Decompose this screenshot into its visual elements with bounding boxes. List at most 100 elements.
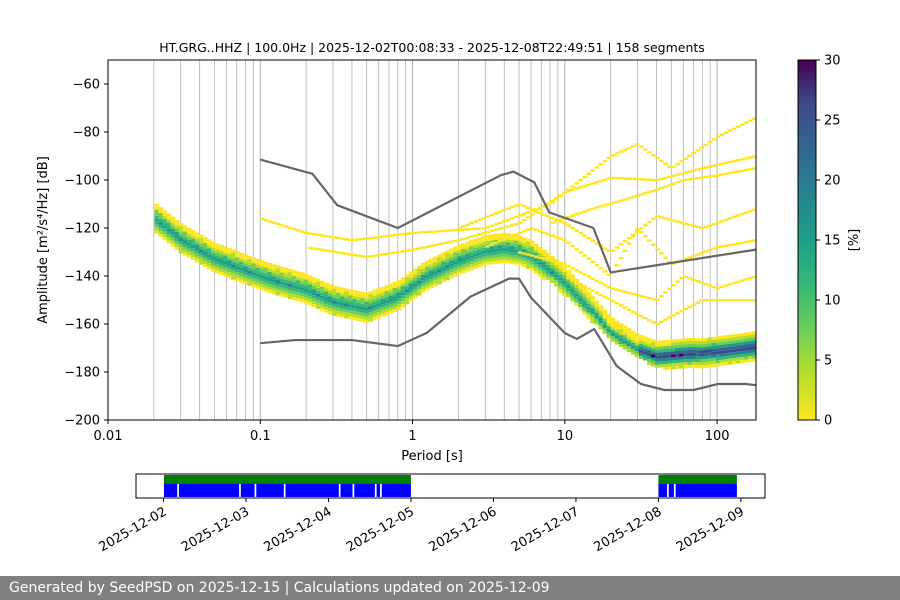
heatmap-cell — [437, 254, 442, 258]
heatmap-cell — [735, 125, 741, 128]
heatmap-cell — [497, 242, 503, 246]
heatmap-cell — [554, 260, 559, 264]
heatmap-cell — [642, 339, 648, 343]
heatmap-cell — [711, 354, 717, 358]
heatmap-cell — [509, 258, 515, 262]
heatmap-cell — [529, 227, 535, 230]
heatmap-cell — [279, 287, 285, 291]
heatmap-cell — [267, 272, 273, 275]
heatmap-cell — [590, 277, 596, 280]
heatmap-cell — [311, 301, 317, 305]
heatmap-cell — [433, 283, 438, 287]
heatmap-cell — [727, 171, 733, 175]
timeline-tick-label: 2025-12-09 — [674, 504, 747, 555]
heatmap-cell — [206, 266, 212, 270]
heatmap-cell — [376, 309, 382, 313]
heatmap-cell — [739, 169, 745, 173]
heatmap-cell — [420, 268, 426, 272]
heatmap-cell — [231, 267, 236, 271]
heatmap-cell — [271, 291, 277, 295]
heatmap-cell — [457, 247, 462, 251]
heatmap-cell — [336, 304, 341, 308]
heatmap-cell — [315, 290, 321, 294]
heatmap-cell — [445, 277, 450, 281]
heatmap-cell — [707, 284, 713, 287]
heatmap-cell — [687, 256, 693, 259]
heatmap-cell — [295, 292, 301, 296]
heatmap-cell — [570, 266, 575, 270]
heatmap-cell — [295, 271, 301, 275]
heatmap-cell — [275, 280, 281, 284]
heatmap-cell — [231, 255, 236, 259]
heatmap-cell — [461, 249, 466, 253]
heatmap-cell — [735, 360, 741, 364]
heatmap-cell — [324, 303, 329, 307]
heatmap-cell — [372, 307, 378, 311]
heatmap-cell — [408, 280, 414, 284]
heatmap-cell — [501, 209, 507, 212]
heatmap-cell — [558, 265, 563, 269]
heatmap-cell — [719, 341, 725, 345]
heatmap-cell — [380, 313, 386, 317]
heatmap-cell — [578, 295, 584, 299]
heatmap-cell — [178, 229, 184, 233]
heatmap-cell — [198, 258, 204, 262]
heatmap-cell — [606, 332, 612, 336]
x-tick-label: 0.1 — [250, 429, 271, 444]
heatmap-cell — [356, 300, 361, 304]
heatmap-cell — [352, 299, 357, 303]
heatmap-cell — [509, 205, 515, 209]
heatmap-cell — [279, 284, 285, 288]
heatmap-cell — [642, 357, 648, 361]
heatmap-cell — [461, 267, 466, 271]
heatmap-cell — [396, 298, 402, 302]
heatmap-cell — [392, 282, 398, 285]
heatmap-cell — [408, 295, 414, 299]
heatmap-cell — [505, 225, 511, 228]
heatmap-cell — [424, 275, 430, 279]
heatmap-cell — [703, 225, 709, 229]
heatmap-cell — [295, 298, 301, 302]
heatmap-cell — [271, 288, 277, 292]
heatmap-cell — [614, 323, 620, 327]
heatmap-cell — [352, 302, 357, 306]
heatmap-cell — [408, 248, 414, 252]
heatmap-cell — [368, 300, 374, 304]
heatmap-cell — [433, 243, 438, 247]
heatmap-cell — [610, 318, 616, 322]
heatmap-cell — [420, 265, 426, 269]
heatmap-cell — [198, 249, 204, 253]
heatmap-cell — [420, 274, 426, 278]
heatmap-cell — [655, 156, 660, 160]
heatmap-cell — [263, 288, 269, 292]
heatmap-cell — [445, 268, 450, 272]
heatmap-cell — [469, 249, 475, 253]
heatmap-cell — [747, 168, 753, 171]
heatmap-cell — [352, 238, 357, 242]
heatmap-cell — [517, 259, 523, 263]
heatmap-cell — [638, 349, 644, 353]
heatmap-cell — [695, 301, 701, 304]
heatmap-cell — [542, 231, 547, 235]
heatmap-cell — [307, 296, 313, 300]
heatmap-cell — [727, 343, 733, 347]
heatmap-cell — [299, 272, 305, 276]
heatmap-cell — [525, 256, 531, 260]
heatmap-cell — [533, 208, 539, 211]
heatmap-cell — [404, 274, 410, 278]
heatmap-cell — [206, 239, 212, 243]
heatmap-cell — [642, 224, 648, 227]
heatmap-cell — [647, 190, 652, 194]
heatmap-cell — [683, 338, 688, 342]
heatmap-cell — [542, 257, 547, 260]
heatmap-cell — [392, 294, 398, 297]
heatmap-cell — [311, 292, 317, 296]
heatmap-cell — [251, 260, 257, 264]
heatmap-cell — [610, 339, 616, 343]
heatmap-cell — [622, 346, 628, 350]
heatmap-cell — [501, 250, 507, 254]
heatmap-cell — [675, 220, 680, 223]
heatmap-cell — [453, 246, 458, 250]
heatmap-cells — [154, 117, 756, 371]
heatmap-cell — [558, 237, 563, 240]
